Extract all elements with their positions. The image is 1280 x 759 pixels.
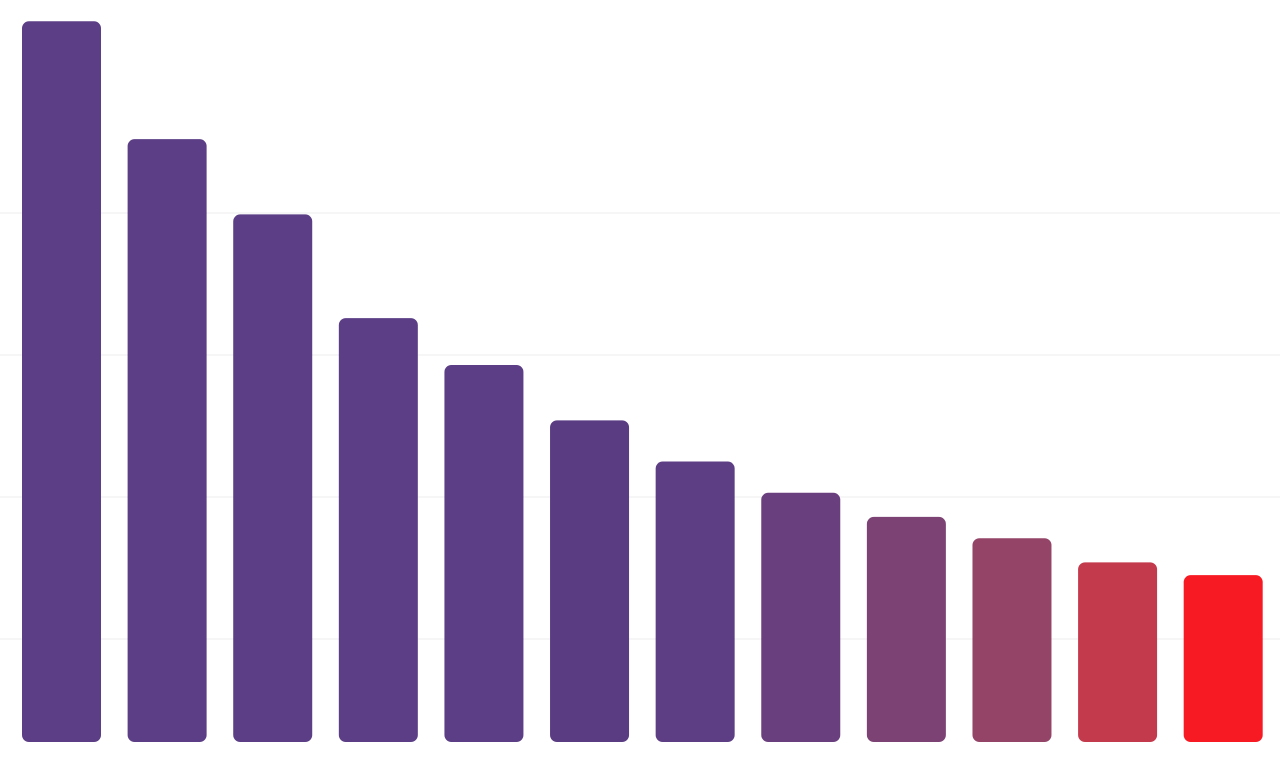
bar (866, 516, 946, 742)
bar (127, 139, 207, 742)
bar (233, 214, 313, 742)
bar (22, 21, 102, 742)
bar (972, 538, 1052, 742)
bar (761, 492, 841, 742)
bar (550, 420, 630, 742)
bar (1078, 562, 1158, 742)
bar (444, 364, 524, 742)
bar (338, 318, 418, 742)
bar (655, 461, 735, 742)
bar (1183, 575, 1263, 742)
